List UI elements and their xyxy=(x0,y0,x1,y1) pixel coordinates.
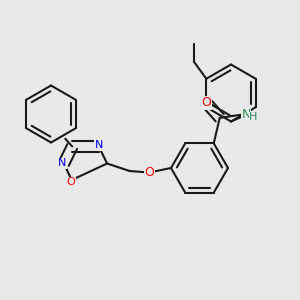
Text: O: O xyxy=(66,177,75,188)
Text: O: O xyxy=(144,166,154,179)
Text: N: N xyxy=(242,108,251,121)
Text: O: O xyxy=(201,96,211,109)
Text: H: H xyxy=(249,112,257,122)
Text: N: N xyxy=(94,140,103,150)
Text: N: N xyxy=(58,158,67,169)
